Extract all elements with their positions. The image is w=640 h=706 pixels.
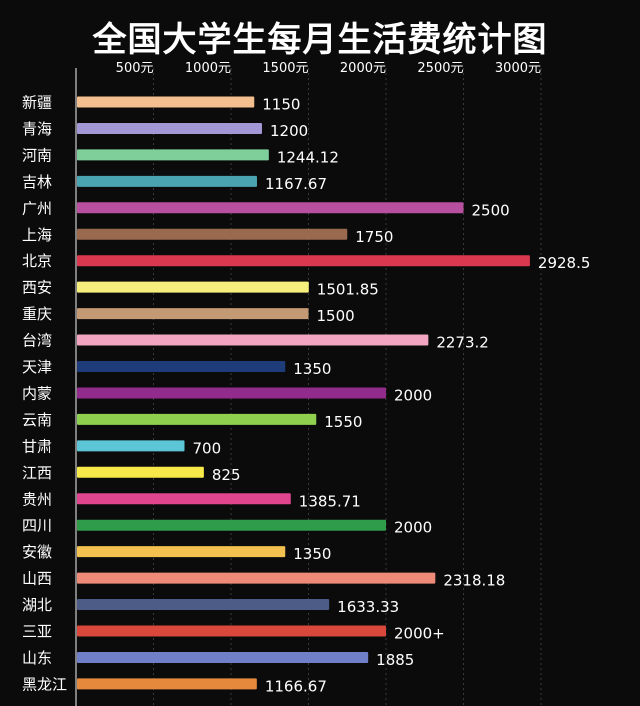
chart-title: 全国大学生每月生活费统计图 bbox=[92, 20, 548, 60]
value-label-甘肃: 700 bbox=[193, 439, 222, 457]
bar-山西 bbox=[77, 572, 436, 584]
value-label-云南: 1550 bbox=[324, 413, 362, 431]
value-label-西安: 1501.85 bbox=[317, 281, 379, 299]
category-label-天津: 天津 bbox=[22, 358, 52, 376]
value-label-新疆: 1150 bbox=[262, 96, 300, 114]
bar-新疆 bbox=[77, 96, 255, 108]
bar-甘肃 bbox=[77, 440, 185, 452]
value-label-四川: 2000 bbox=[394, 519, 432, 537]
value-label-山东: 1885 bbox=[376, 651, 414, 669]
category-label-广州: 广州 bbox=[22, 199, 52, 217]
category-label-山西: 山西 bbox=[22, 570, 52, 588]
bar-云南 bbox=[77, 413, 317, 425]
category-label-河南: 河南 bbox=[22, 146, 52, 164]
bar-上海 bbox=[77, 228, 348, 240]
category-label-台湾: 台湾 bbox=[22, 332, 52, 350]
value-label-安徽: 1350 bbox=[293, 545, 331, 563]
bar-吉林 bbox=[77, 175, 257, 187]
category-label-北京: 北京 bbox=[22, 252, 52, 270]
bar-黑龙江 bbox=[77, 678, 257, 690]
bar-河南 bbox=[77, 149, 269, 161]
bar-江西 bbox=[77, 466, 204, 478]
value-label-天津: 1350 bbox=[293, 360, 331, 378]
value-label-吉林: 1167.67 bbox=[265, 175, 327, 193]
bar-贵州 bbox=[77, 493, 291, 505]
value-label-山西: 2318.18 bbox=[443, 572, 505, 590]
category-label-黑龙江: 黑龙江 bbox=[22, 675, 67, 693]
bar-青海 bbox=[77, 122, 262, 134]
bar-广州 bbox=[77, 202, 464, 214]
category-label-新疆: 新疆 bbox=[22, 94, 52, 112]
category-label-青海: 青海 bbox=[22, 120, 52, 138]
category-label-内蒙: 内蒙 bbox=[22, 384, 52, 402]
value-label-湖北: 1633.33 bbox=[337, 598, 399, 616]
category-label-安徽: 安徽 bbox=[22, 543, 52, 561]
x-tick-label-1500: 1500元 bbox=[262, 61, 308, 76]
value-label-内蒙: 2000 bbox=[394, 386, 432, 404]
category-label-湖北: 湖北 bbox=[22, 596, 52, 614]
value-label-重庆: 1500 bbox=[317, 307, 355, 325]
bar-安徽 bbox=[77, 546, 286, 558]
bar-北京 bbox=[77, 255, 530, 267]
category-label-云南: 云南 bbox=[22, 411, 52, 429]
bar-四川 bbox=[77, 519, 386, 531]
value-label-青海: 1200 bbox=[270, 122, 308, 140]
category-label-江西: 江西 bbox=[22, 464, 52, 482]
x-tick-label-500: 500元 bbox=[116, 61, 154, 76]
x-tick-label-2500: 2500元 bbox=[417, 61, 463, 76]
value-label-三亚: 2000+ bbox=[394, 625, 445, 643]
bar-山东 bbox=[77, 651, 369, 663]
value-label-台湾: 2273.2 bbox=[436, 334, 489, 352]
value-label-黑龙江: 1166.67 bbox=[265, 677, 327, 695]
x-tick-label-2000: 2000元 bbox=[340, 61, 386, 76]
value-label-上海: 1750 bbox=[355, 228, 393, 246]
value-label-贵州: 1385.71 bbox=[299, 492, 361, 510]
category-label-上海: 上海 bbox=[22, 226, 52, 244]
category-label-山东: 山东 bbox=[22, 649, 52, 667]
category-label-重庆: 重庆 bbox=[22, 305, 52, 323]
value-label-广州: 2500 bbox=[472, 201, 510, 219]
bar-台湾 bbox=[77, 334, 429, 346]
category-label-甘肃: 甘肃 bbox=[22, 437, 52, 455]
category-label-西安: 西安 bbox=[22, 279, 52, 297]
category-label-四川: 四川 bbox=[22, 517, 52, 535]
value-label-河南: 1244.12 bbox=[277, 148, 339, 166]
bar-天津 bbox=[77, 361, 286, 372]
x-tick-label-3000: 3000元 bbox=[495, 61, 541, 76]
value-label-北京: 2928.5 bbox=[538, 254, 591, 272]
bar-重庆 bbox=[77, 308, 309, 320]
bar-湖北 bbox=[77, 599, 330, 611]
category-label-三亚: 三亚 bbox=[22, 623, 52, 641]
bar-三亚 bbox=[77, 625, 386, 637]
bar-内蒙 bbox=[77, 387, 386, 399]
category-label-贵州: 贵州 bbox=[22, 490, 52, 508]
x-tick-label-1000: 1000元 bbox=[185, 61, 231, 76]
category-label-吉林: 吉林 bbox=[22, 173, 52, 191]
value-label-江西: 825 bbox=[212, 466, 241, 484]
bar-西安 bbox=[77, 281, 309, 293]
